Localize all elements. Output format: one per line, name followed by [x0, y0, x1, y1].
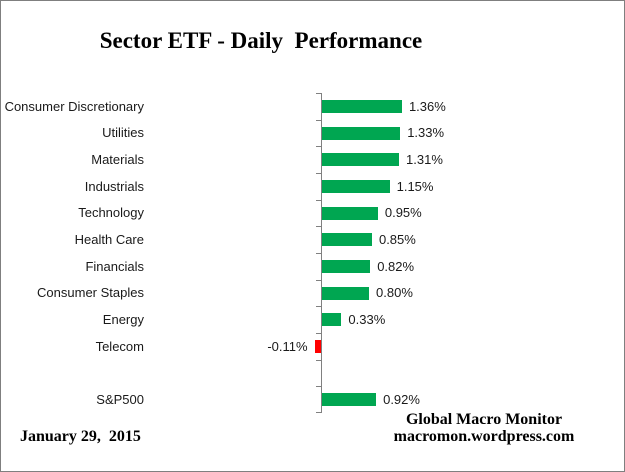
- attribution-url: macromon.wordpress.com: [393, 428, 575, 445]
- category-label: Financials: [85, 258, 144, 274]
- value-label: 1.15%: [396, 178, 434, 194]
- category-label: Consumer Staples: [37, 285, 144, 301]
- chart-date-label: January 29, 2015: [20, 428, 141, 445]
- positive-bar: [322, 206, 378, 220]
- category-label: Telecom: [95, 338, 144, 354]
- axis-tick: [316, 173, 321, 174]
- attribution-source: Global Macro Monitor: [405, 411, 563, 428]
- category-label: Utilities: [102, 125, 144, 141]
- value-label: 1.33%: [407, 125, 445, 141]
- axis-tick: [316, 333, 321, 334]
- attribution-block: Global Macro Monitor macromon.wordpress.…: [344, 411, 624, 445]
- value-label: 0.92%: [383, 392, 420, 408]
- value-label: 1.36%: [408, 98, 446, 114]
- category-label: Consumer Discretionary: [4, 98, 144, 114]
- positive-bar: [322, 179, 390, 193]
- positive-bar: [322, 393, 377, 407]
- value-label: 0.33%: [348, 312, 386, 328]
- category-axis: [321, 93, 322, 413]
- category-label: Energy: [102, 312, 144, 328]
- positive-bar: [322, 286, 370, 300]
- axis-tick: [316, 412, 321, 413]
- chart-title: Sector ETF - Daily Performance: [99, 28, 423, 53]
- category-label: Industrials: [84, 178, 144, 194]
- axis-tick: [316, 199, 321, 201]
- axis-tick: [316, 226, 321, 228]
- axis-tick: [316, 119, 321, 121]
- axis-tick: [316, 146, 321, 148]
- axis-tick: [316, 386, 321, 388]
- value-label: 0.85%: [378, 232, 416, 248]
- category-label: Technology: [78, 205, 144, 221]
- positive-bar: [322, 153, 400, 167]
- positive-bar: [322, 313, 342, 327]
- category-label: Health Care: [74, 232, 144, 248]
- positive-bar: [322, 233, 372, 247]
- value-label: 1.31%: [406, 152, 443, 168]
- axis-tick: [316, 306, 321, 308]
- axis-tick: [316, 279, 321, 281]
- axis-tick: [316, 359, 321, 361]
- positive-bar: [322, 99, 402, 113]
- axis-tick: [316, 93, 321, 94]
- category-label: Materials: [91, 152, 144, 168]
- axis-tick: [316, 253, 321, 254]
- value-label: -0.11%: [267, 338, 308, 354]
- negative-bar: [314, 339, 321, 353]
- positive-bar: [322, 126, 401, 140]
- positive-bar: [322, 259, 371, 273]
- value-label: 0.82%: [377, 258, 415, 274]
- value-label: 0.80%: [376, 285, 413, 301]
- category-label: S&P500: [96, 392, 144, 408]
- value-label: 0.95%: [384, 205, 422, 221]
